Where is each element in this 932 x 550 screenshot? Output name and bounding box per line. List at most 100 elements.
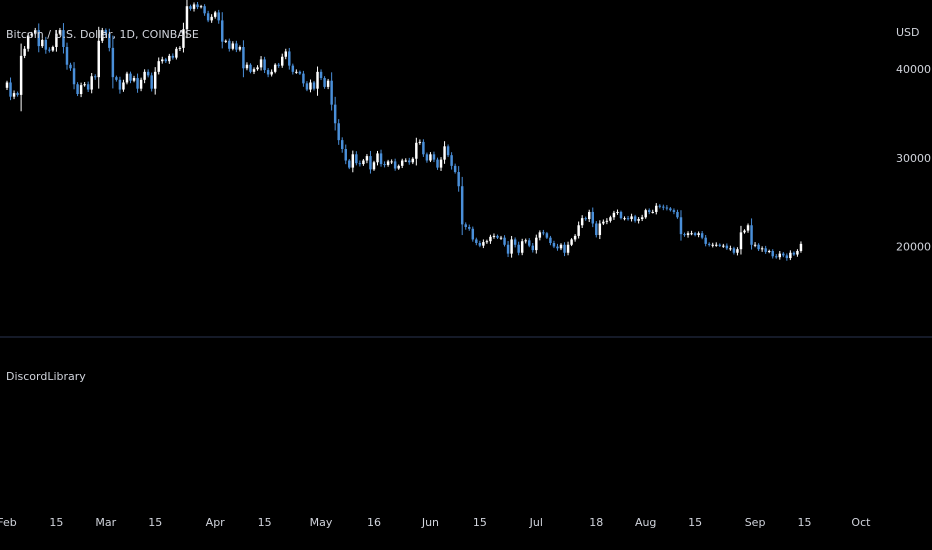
candle-up [259, 59, 263, 68]
candle-up [489, 236, 492, 242]
time-tick-label: 15 [148, 516, 162, 529]
candle-up [739, 232, 743, 250]
candle-down [700, 233, 704, 238]
candle-down [460, 186, 464, 225]
indicator-title[interactable]: DiscordLibrary [6, 370, 86, 383]
candle-down [206, 13, 210, 21]
candle-up [273, 64, 277, 72]
candle-up [397, 165, 400, 169]
candle-down [330, 80, 333, 105]
candle-down [584, 218, 587, 220]
candle-down [517, 244, 520, 253]
candle-down [221, 20, 224, 42]
candle-down [542, 232, 545, 234]
candle-up [281, 56, 284, 66]
candle-up [644, 210, 647, 218]
time-tick-label: 15 [797, 516, 811, 529]
price-tick-label: 20000.00 [896, 241, 932, 254]
candle-up [97, 40, 100, 78]
candle-down [425, 154, 429, 161]
candle-up [210, 16, 213, 21]
candle-down [475, 239, 478, 243]
candle-down [718, 244, 722, 246]
candle-down [432, 154, 436, 160]
candle-up [122, 82, 125, 90]
time-tick-label: Feb [0, 516, 17, 529]
candle-down [189, 6, 192, 9]
candle-down [228, 40, 231, 49]
candle-up [485, 241, 489, 243]
candle-up [125, 73, 129, 83]
candle-down [62, 30, 65, 48]
candle-down [129, 73, 132, 81]
candle-down [531, 245, 535, 251]
candle-down [450, 155, 453, 166]
candle-up [192, 4, 196, 9]
candle-up [400, 160, 404, 166]
candle-down [115, 77, 118, 80]
candle-up [390, 161, 393, 163]
candle-down [9, 82, 12, 97]
candle-up [690, 233, 693, 235]
candle-up [580, 218, 584, 226]
candle-up [746, 225, 750, 231]
candle-up [743, 230, 746, 233]
candle-up [411, 158, 415, 163]
candle-up [796, 250, 799, 255]
candle-down [305, 83, 309, 90]
candle-up [12, 93, 16, 97]
candle-down [468, 227, 471, 229]
candle-up [753, 244, 757, 246]
symbol-title[interactable]: Bitcoin / U.S. Dollar, 1D, COINBASE [6, 28, 199, 41]
candle-up [598, 223, 602, 236]
candle-down [591, 211, 594, 224]
time-tick-label: Sep [745, 516, 766, 529]
candle-up [326, 80, 330, 87]
candle-down [513, 239, 517, 245]
candle-up [729, 248, 732, 250]
candle-up [33, 30, 37, 34]
candle-up [58, 30, 62, 34]
candle-up [577, 225, 580, 236]
candle-up [538, 232, 542, 238]
time-axis[interactable]: Feb 15 Mar 15 Apr 15 May 16 Jun 15 Jul 18 Aug 15 Sep 15… [0, 516, 871, 529]
candle-up [736, 249, 739, 253]
candle-down [203, 6, 206, 14]
candle-up [178, 47, 182, 49]
time-tick-label: Jun [421, 516, 439, 529]
candle-down [164, 59, 168, 62]
candle-up [245, 64, 249, 69]
candle-up [372, 162, 376, 170]
candle-up [143, 71, 146, 80]
candle-up [492, 235, 496, 237]
candle-down [545, 233, 549, 238]
candle-down [563, 244, 566, 253]
candle-down [792, 252, 796, 255]
time-tick-label: 15 [473, 516, 487, 529]
price-tick-label: 30000.00 [896, 152, 932, 165]
candle-down [679, 217, 683, 235]
candle-up [55, 33, 58, 48]
candle-up [26, 35, 30, 49]
candle-up [224, 40, 228, 42]
candle-up [182, 29, 185, 48]
price-axis[interactable]: 20000.00 30000.00 40000.00 [896, 63, 932, 253]
candle-up [637, 219, 640, 221]
candle-up [799, 243, 803, 251]
candle-up [157, 61, 160, 72]
candle-up [362, 160, 365, 165]
candle-down [358, 163, 362, 165]
candle-down [764, 248, 767, 252]
candle-down [732, 248, 736, 253]
candle-down [217, 12, 220, 21]
candle-down [750, 225, 753, 245]
candle-down [108, 33, 111, 48]
candle-down [150, 75, 153, 89]
candle-up [415, 142, 418, 159]
candle-up [132, 78, 136, 81]
candle-down [782, 253, 785, 256]
candle-down [683, 234, 686, 236]
candle-down [355, 154, 358, 164]
candle-up [535, 237, 538, 251]
